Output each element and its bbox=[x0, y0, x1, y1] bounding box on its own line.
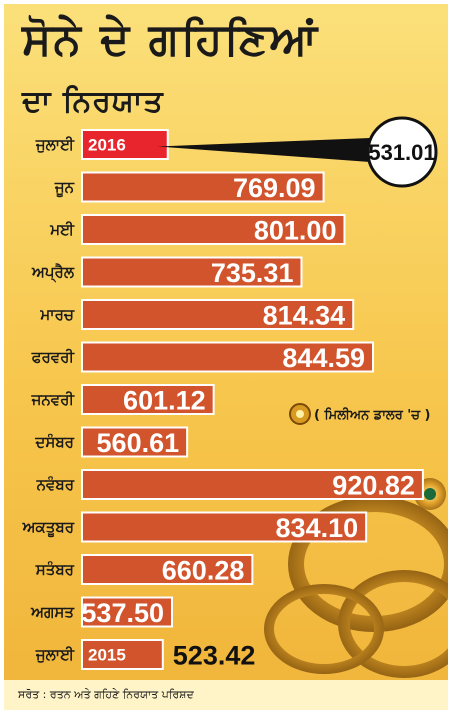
source-footer: ਸਰੋਤ : ਰਤਨ ਅਤੇ ਗਹਿਣੇ ਨਿਰਯਾਤ ਪਰਿਸ਼ਦ bbox=[4, 680, 448, 710]
year-label-12: 2015 bbox=[88, 646, 126, 665]
value-label-8: 920.82 bbox=[332, 471, 415, 501]
value-label-2: 801.00 bbox=[254, 216, 337, 246]
source-text: ਸਰੋਤ : ਰਤਨ ਅਤੇ ਗਹਿਣੇ ਨਿਰਯਾਤ ਪਰਿਸ਼ਦ bbox=[18, 688, 194, 701]
chart-subtitle: ਦਾ ਨਿਰਯਾਤ bbox=[22, 84, 164, 119]
bar-6 bbox=[81, 384, 215, 415]
bar-8 bbox=[81, 469, 424, 500]
value-label-0: 531.01 bbox=[368, 140, 435, 165]
bar-10 bbox=[81, 554, 254, 585]
category-label-8: ਨਵੰਬਰ bbox=[36, 475, 75, 494]
callout-pointer bbox=[157, 138, 370, 162]
bar-chart: ਜੁਲਾਈ 2016 531.01 ਜੂਨ 769.09 ਮਈ 801.00 ਅਪ੍ਰੈਲ 73… bbox=[22, 116, 438, 671]
bar-11 bbox=[81, 596, 173, 628]
value-label-7: 560.61 bbox=[97, 428, 180, 458]
gold-jewelry-decoration bbox=[264, 478, 448, 678]
bar-5 bbox=[81, 341, 375, 373]
infographic-panel: ਸੋਨੇ ਦੇ ਗਹਿਣਿਆਂ ਦਾ ਨਿਰਯਾਤ ਜੁਲਾਈ 2016 531.0… bbox=[4, 4, 448, 710]
category-label-11: ਅਗਸਤ bbox=[30, 603, 75, 621]
value-label-5: 844.59 bbox=[282, 343, 365, 373]
category-label-0: ਜੁਲਾਈ bbox=[35, 136, 75, 154]
value-label-11: 537.50 bbox=[81, 598, 164, 628]
value-label-6: 601.12 bbox=[123, 386, 206, 416]
bar-7 bbox=[81, 426, 189, 458]
value-label-9: 834.10 bbox=[276, 513, 359, 543]
bar-3 bbox=[81, 256, 303, 288]
bar-9 bbox=[81, 511, 368, 543]
category-label-3: ਅਪ੍ਰੈਲ bbox=[31, 263, 75, 284]
category-label-12: ਜੁਲਾਈ bbox=[35, 646, 75, 664]
value-label-10: 660.28 bbox=[162, 556, 245, 586]
category-label-4: ਮਾਰਚ bbox=[39, 306, 74, 324]
bar-4 bbox=[81, 299, 355, 330]
category-label-2: ਮਈ bbox=[49, 221, 75, 239]
bar-2 bbox=[81, 214, 346, 245]
category-label-1: ਜੂਨ bbox=[54, 178, 75, 197]
value-label-4: 814.34 bbox=[263, 301, 346, 331]
chart-title: ਸੋਨੇ ਦੇ ਗਹਿਣਿਆਂ bbox=[22, 14, 320, 65]
value-label-3: 735.31 bbox=[211, 258, 294, 288]
bar-12 bbox=[81, 639, 164, 670]
category-label-9: ਅਕਤੂਬਰ bbox=[22, 518, 75, 537]
bar-1 bbox=[81, 171, 325, 203]
category-label-7: ਦਸੰਬਰ bbox=[34, 432, 74, 451]
category-label-6: ਜਨਵਰੀ bbox=[31, 391, 76, 409]
value-label-12: 523.42 bbox=[173, 641, 256, 671]
bar-0 bbox=[81, 129, 169, 160]
year-label-0: 2016 bbox=[88, 136, 126, 155]
callout-circle bbox=[366, 116, 438, 188]
unit-note: ( ਮਿਲੀਅਨ ਡਾਲਰ 'ਚ ) bbox=[314, 408, 431, 423]
value-label-1: 769.09 bbox=[233, 173, 316, 203]
earring-icon bbox=[289, 403, 311, 425]
category-label-5: ਫਰਵਰੀ bbox=[31, 348, 76, 366]
category-label-10: ਸਤੰਬਰ bbox=[35, 560, 75, 579]
